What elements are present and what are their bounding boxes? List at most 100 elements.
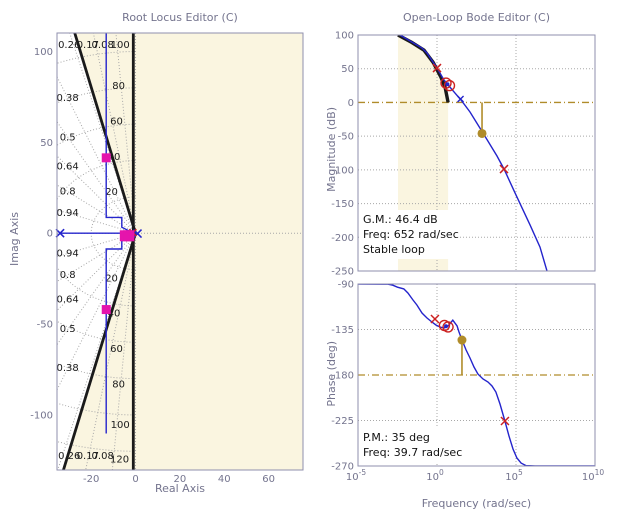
y-tick-label: -150: [331, 199, 354, 210]
grid-value-label: 0.8: [60, 187, 76, 198]
grid-value-label: 0.38: [57, 93, 79, 104]
phase-content[interactable]: [358, 284, 595, 466]
y-tick-label: -50: [37, 320, 53, 331]
compensator-zero-marker[interactable]: [442, 321, 454, 333]
y-tick-label: -225: [331, 416, 354, 427]
x-tick-label: 40: [218, 474, 231, 485]
x-tick-label: 20: [174, 474, 187, 485]
x-tick-label: 1010: [582, 468, 605, 483]
grid-value-label: 0.64: [57, 162, 79, 173]
grid-value-label: 0.5: [60, 132, 76, 143]
root-locus-axes-border: [56, 32, 304, 471]
compensator-pole-marker[interactable]: [430, 314, 440, 324]
y-tick-label: 0: [348, 98, 354, 109]
y-tick-label: -90: [338, 280, 354, 291]
x-tick-label: 0: [132, 474, 138, 485]
magnitude-axes-border: [357, 34, 596, 272]
grid-value-label: 0.94: [57, 248, 79, 259]
root-locus-plot[interactable]: 0.38 0.5 0.64 0.8 0.94 0.94 0.8 0.64 0.5 0.38 0.26…: [0, 0, 304, 528]
compensator-zero-marker[interactable]: [440, 77, 452, 89]
compensator-zero-marker[interactable]: [443, 79, 456, 92]
grid-value-label: 0.8: [60, 270, 76, 281]
grid-value-label: 120: [110, 454, 129, 465]
x-tick-label: -20: [83, 474, 99, 485]
crossover-marker[interactable]: [457, 95, 465, 103]
pm-value: P.M.: 35 deg: [363, 431, 430, 444]
grid-value-label: 80: [112, 81, 125, 92]
grid-value-label: 60: [110, 116, 123, 127]
grid-value-label: 0.17: [77, 40, 99, 51]
x-tick-label: 60: [262, 474, 275, 485]
sgrid: 0.38 0.5 0.64 0.8 0.94 0.94 0.8 0.64 0.5 0.38 0.26…: [57, 33, 303, 470]
y-tick-label: -200: [331, 233, 354, 244]
grid-value-label: 40: [108, 152, 121, 163]
real-axis-label: Real Axis: [154, 482, 206, 495]
gain-margin-readout: G.M.: 46.4 dB Freq: 652 rad/sec Stable l…: [359, 210, 459, 259]
frequency-arc-gridline: [57, 123, 136, 343]
grid-value-label: 0.38: [57, 363, 79, 374]
phase-margin-marker[interactable]: [457, 335, 467, 345]
y-tick-label: 50: [40, 138, 53, 149]
compensator-pole-marker[interactable]: [499, 164, 509, 174]
open-loop-pole-marker[interactable]: [132, 229, 143, 239]
grid-value-label: 60: [110, 344, 123, 355]
closed-loop-pole-marker[interactable]: [101, 305, 111, 315]
grid-value-label: 0.64: [57, 295, 79, 306]
pm-frequency: Freq: 39.7 rad/sec: [363, 446, 463, 459]
y-tick-label: -50: [338, 132, 354, 143]
y-tick-label: -100: [30, 410, 53, 421]
magnitude-axis-label: Magnitude (dB): [325, 107, 338, 192]
magnitude-curve[interactable]: [399, 35, 548, 271]
grid-value-label: 0.94: [57, 208, 79, 219]
phase-margin-readout: P.M.: 35 deg Freq: 39.7 rad/sec: [359, 428, 463, 462]
grid-value-label: 0.26: [58, 40, 80, 51]
closed-loop-pole-marker[interactable]: [101, 153, 111, 163]
y-tick-label: -135: [331, 325, 354, 336]
curve-point-marker: [445, 82, 450, 87]
x-tick-label: 105: [505, 468, 523, 483]
grid-value-label: 100: [111, 420, 130, 431]
frequency-axis-label: Frequency (rad/sec): [421, 497, 532, 510]
damping-gridline: [69, 33, 136, 234]
gm-frequency: Freq: 652 rad/sec: [363, 228, 459, 241]
y-tick-label: 100: [335, 31, 354, 42]
grid-value-label: 100: [111, 40, 130, 51]
grid-value-label: 40: [108, 309, 121, 320]
damping-constraint-line[interactable]: [62, 232, 137, 470]
y-tick-label: 50: [341, 64, 354, 75]
y-tick-label: 100: [34, 47, 53, 58]
imag-axis-label: Imag Axis: [8, 212, 21, 267]
damping-gridline: [57, 233, 136, 470]
phase-axes-border: [357, 283, 596, 467]
phase-axis-label: Phase (deg): [325, 341, 338, 407]
grid-value-label: 20: [105, 274, 118, 285]
stability-status: Stable loop: [363, 243, 425, 256]
damping-constraint-line[interactable]: [73, 33, 137, 234]
y-tick-label: -270: [331, 462, 354, 473]
compensator-pole-marker[interactable]: [500, 416, 510, 426]
design-constraints[interactable]: [62, 33, 137, 470]
grid-value-label: 20: [105, 187, 118, 198]
bode-editor-title: Open-Loop Bode Editor (C): [402, 11, 551, 24]
compensator-pole-marker[interactable]: [432, 63, 442, 73]
y-tick-label: -250: [331, 267, 354, 278]
gm-value: G.M.: 46.4 dB: [363, 213, 438, 226]
grid-value-label: 0.26: [58, 451, 80, 462]
x-tick-label: 100: [426, 468, 444, 483]
closed-loop-pole-marker[interactable]: [123, 230, 135, 242]
y-tick-label: -180: [331, 371, 354, 382]
y-tick-label: -100: [331, 165, 354, 176]
grid-value-label: 0.17: [77, 451, 99, 462]
grid-value-label: 80: [112, 379, 125, 390]
grid-value-label: 0.5: [60, 324, 76, 335]
curve-point-marker: [444, 324, 449, 329]
y-tick-label: 0: [47, 229, 53, 240]
root-locus-title: Root Locus Editor (C): [122, 11, 238, 24]
grid-value-label: 0.08: [92, 451, 114, 462]
valid-design-region: [57, 33, 134, 470]
gain-margin-marker[interactable]: [477, 128, 487, 138]
grid-value-label: 0.08: [92, 40, 114, 51]
